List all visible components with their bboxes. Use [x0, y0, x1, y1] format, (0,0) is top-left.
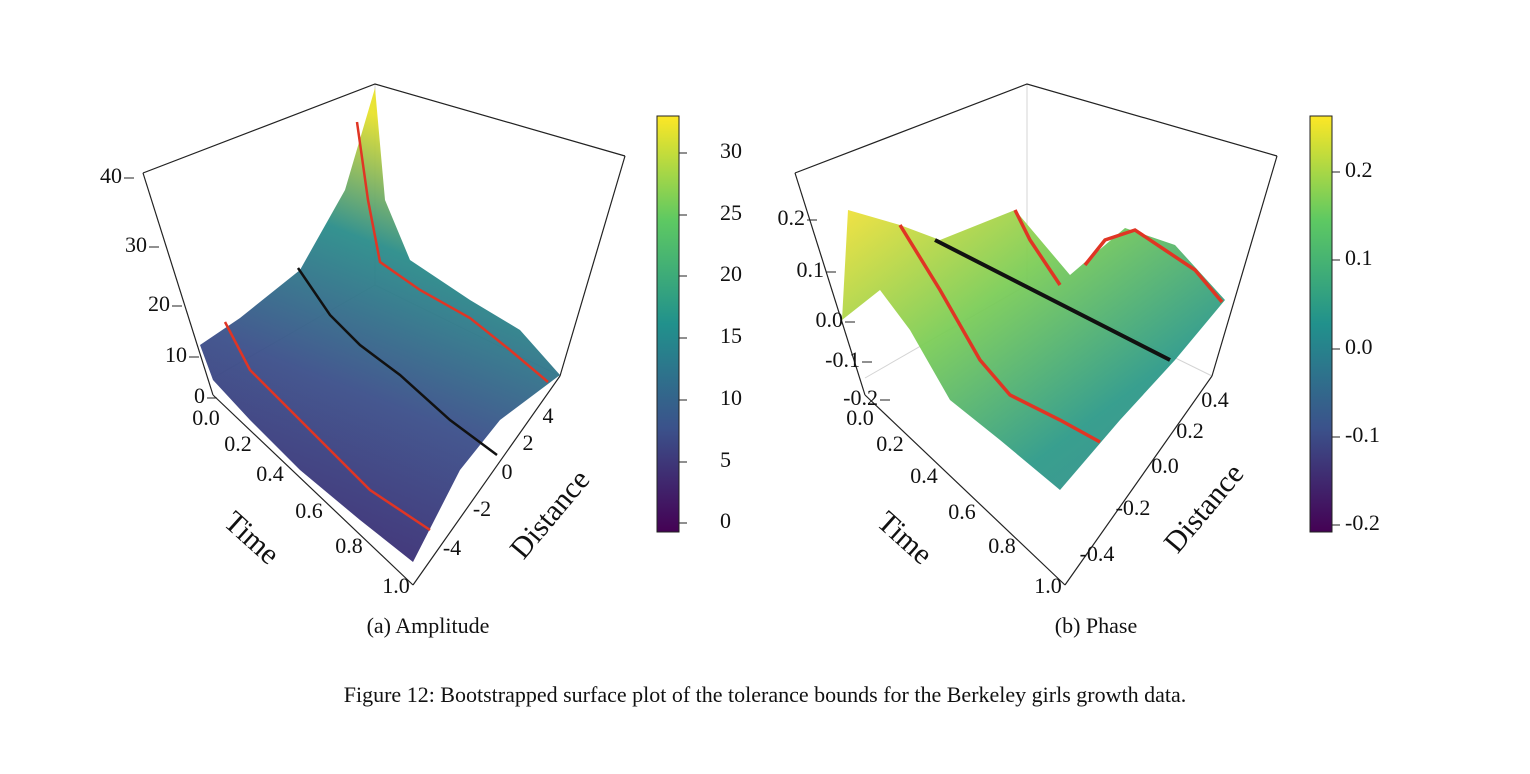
- y-tick-label: -0.2: [1116, 495, 1151, 520]
- right-edge: [1211, 155, 1278, 377]
- z-tick-label: 30: [125, 232, 147, 257]
- x-tick-label: 0.4: [256, 461, 284, 486]
- z-tick-label: 0.0: [816, 307, 844, 332]
- panel-caption: (a) Amplitude: [367, 613, 490, 638]
- colorbar-tick-label: -0.1: [1345, 422, 1380, 447]
- colorbar-tick-label: 0.1: [1345, 245, 1373, 270]
- y-tick-label: -2: [473, 496, 491, 521]
- x-tick-label: 1.0: [382, 573, 410, 598]
- y-tick-label: 0.0: [1151, 453, 1179, 478]
- top-edge: [142, 83, 626, 174]
- y-axis: [412, 375, 561, 586]
- z-tick-label: 0.2: [778, 205, 806, 230]
- z-tick-label: 10: [165, 342, 187, 367]
- back-edge: [794, 83, 1278, 174]
- colorbar-tick-label: 25: [720, 200, 742, 225]
- top-edge: [794, 83, 1278, 174]
- colorbar-tick-label: 0.0: [1345, 334, 1373, 359]
- x-axis-label: Time: [871, 505, 939, 571]
- x-tick-label: 0.8: [988, 533, 1016, 558]
- back-edge: [142, 83, 626, 174]
- bound-line: [223, 321, 431, 532]
- y-tick-label: 0.4: [1201, 387, 1229, 412]
- x-axis: [864, 394, 1066, 586]
- z-tick-label: -0.1: [825, 347, 860, 372]
- colorbar: [656, 115, 680, 533]
- colorbar-tick-label: 5: [720, 447, 731, 472]
- bound-line: [1013, 209, 1062, 286]
- bound-line: [1083, 228, 1224, 304]
- y-axis: [1064, 375, 1213, 586]
- y-tick-label: 2: [523, 430, 534, 455]
- z-tick-label: 0: [194, 383, 205, 408]
- x-tick-label: 0.2: [224, 431, 252, 456]
- z-tick-label: 0.1: [797, 257, 825, 282]
- surface: [842, 210, 1225, 490]
- bound-line: [355, 121, 549, 383]
- z-tick-label: 40: [100, 163, 122, 188]
- x-tick-label: 1.0: [1034, 573, 1062, 598]
- x-tick-label: 0.0: [192, 405, 220, 430]
- mean-line: [296, 267, 498, 457]
- right-edge: [559, 155, 626, 377]
- colorbar-tick-label: 30: [720, 138, 742, 163]
- x-tick-label: 0.0: [846, 405, 874, 430]
- z-tick-label: 20: [148, 291, 170, 316]
- plot-surfaces: [142, 83, 1333, 586]
- y-tick-label: -0.4: [1080, 541, 1115, 566]
- y-tick-label: 0: [502, 459, 513, 484]
- x-tick-label: 0.6: [295, 498, 323, 523]
- colorbar-tick-label: 0.2: [1345, 157, 1373, 182]
- y-tick-label: 0.2: [1176, 418, 1204, 443]
- panel-caption: (b) Phase: [1055, 613, 1137, 638]
- x-tick-label: 0.6: [948, 499, 976, 524]
- colorbar-tick-label: 0: [720, 508, 731, 533]
- y-tick-label: -4: [443, 535, 461, 560]
- mean-line: [934, 238, 1171, 362]
- y-tick-label: 4: [543, 403, 554, 428]
- bound-line: [898, 224, 1101, 444]
- z-tick-label: -0.2: [843, 385, 878, 410]
- surface: [200, 88, 560, 562]
- x-axis: [212, 394, 414, 586]
- x-tick-label: 0.8: [335, 533, 363, 558]
- colorbar-tick-label: -0.2: [1345, 510, 1380, 535]
- z-axis: [794, 172, 866, 396]
- x-tick-label: 0.4: [910, 463, 938, 488]
- colorbar-tick-label: 10: [720, 385, 742, 410]
- colorbar-tick-label: 20: [720, 261, 742, 286]
- z-axis: [142, 172, 214, 396]
- y-axis-label: Distance: [504, 464, 597, 566]
- colorbar-tick-label: 15: [720, 323, 742, 348]
- x-axis-label: Time: [218, 505, 286, 571]
- figure-caption: Figure 12: Bootstrapped surface plot of …: [344, 682, 1187, 707]
- colorbar: [1309, 115, 1333, 533]
- x-tick-label: 0.2: [876, 431, 904, 456]
